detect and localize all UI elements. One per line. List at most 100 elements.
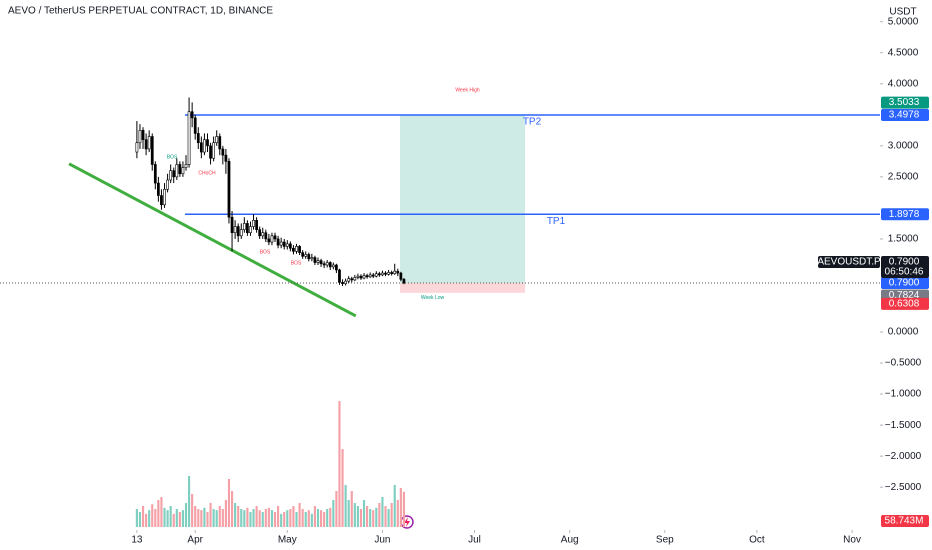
- x-tick-label: May: [278, 535, 297, 546]
- candle-body: [212, 142, 216, 159]
- volume-bar: [399, 488, 402, 527]
- volume-bar: [387, 509, 390, 527]
- candle-body: [282, 241, 286, 247]
- volume-bar: [316, 509, 320, 527]
- candle-body: [292, 247, 295, 252]
- volume-bar: [178, 512, 181, 527]
- candle-body: [347, 278, 351, 282]
- volume-bar: [221, 509, 224, 527]
- candle-body: [319, 260, 323, 265]
- candle-body: [365, 275, 369, 278]
- y-tick-label: 5.0000: [888, 16, 919, 27]
- volume-bar: [157, 500, 160, 527]
- volume-bar: [359, 509, 363, 527]
- level-label: TP1: [547, 216, 566, 227]
- y-tick-label: −2.0000: [885, 451, 922, 462]
- candle-body: [230, 216, 234, 234]
- volume-bar: [243, 510, 246, 527]
- structure-label: CHoCH: [198, 170, 216, 176]
- volume-bar: [209, 503, 212, 527]
- candle-body: [181, 167, 185, 175]
- candle-body: [215, 136, 219, 144]
- candle-body: [304, 254, 308, 257]
- volume-bar: [188, 476, 191, 527]
- x-tick-label: Apr: [187, 535, 203, 546]
- candle-body: [209, 145, 212, 159]
- volume-bar: [341, 449, 344, 527]
- candle-body: [218, 136, 222, 150]
- price-tag-label: 0.7824: [889, 290, 920, 301]
- volume-bar: [191, 494, 194, 527]
- volume-bar: [255, 506, 258, 527]
- candle-body: [331, 264, 335, 268]
- volume-bar: [138, 512, 142, 527]
- candle-body: [378, 273, 381, 276]
- candle-body: [141, 130, 145, 140]
- candle-body: [144, 139, 148, 150]
- candle-body: [261, 232, 265, 237]
- x-tick-label: Aug: [561, 535, 579, 546]
- candle-body: [399, 272, 403, 280]
- volume-bar: [206, 512, 209, 527]
- volume-bar: [246, 507, 249, 527]
- volume-bar: [169, 506, 172, 527]
- candle-body: [227, 161, 231, 218]
- price-tag: [881, 96, 929, 109]
- candle-body: [264, 232, 268, 240]
- structure-label: BOS: [167, 154, 178, 160]
- volume-bar: [326, 509, 329, 527]
- candle-body: [157, 182, 160, 196]
- volume-bar: [319, 510, 323, 527]
- volume-bar: [378, 503, 381, 527]
- volume-bar: [310, 513, 313, 527]
- candle-body: [325, 262, 329, 266]
- volume-bar: [230, 491, 234, 527]
- volume-bar: [372, 510, 375, 527]
- symbol-tag-label: AEVOUSDT.P: [817, 257, 881, 268]
- volume-bar: [289, 509, 292, 527]
- level-label: TP2: [523, 117, 542, 128]
- volume-bar: [280, 513, 283, 527]
- price-tag-label: 3.5033: [889, 97, 920, 108]
- y-tick-label: 4.5000: [888, 47, 919, 58]
- volume-bar: [393, 485, 396, 527]
- week-low-label: Week Low: [421, 295, 445, 301]
- candle-body: [172, 170, 176, 178]
- volume-bar: [353, 503, 356, 527]
- symbol-price-label: 0.7900: [889, 257, 920, 268]
- volume-bar: [267, 507, 270, 527]
- volume-bar: [295, 512, 298, 527]
- volume-bar: [163, 507, 166, 527]
- volume-bar: [154, 509, 157, 527]
- volume-bar: [366, 506, 369, 527]
- volume-bar: [338, 401, 341, 527]
- volume-bar: [258, 510, 261, 527]
- y-tick-label: −0.5000: [885, 358, 922, 369]
- candle-body: [322, 263, 326, 266]
- volume-bar: [381, 497, 384, 527]
- candle-body: [402, 278, 406, 284]
- candle-body: [224, 154, 228, 162]
- candle-body: [338, 269, 341, 283]
- candle-body: [396, 270, 400, 274]
- candle-body: [362, 275, 366, 279]
- symbol-price-tag: [881, 256, 929, 278]
- structure-label: BOS: [260, 249, 271, 255]
- volume-bar: [145, 513, 148, 527]
- price-tag-label: 3.4978: [889, 110, 920, 121]
- volume-bar: [329, 507, 332, 527]
- volume-bar: [240, 509, 243, 527]
- candle-body: [276, 238, 280, 246]
- candle-body: [169, 170, 173, 181]
- x-tick-label: Nov: [843, 535, 861, 546]
- volume-bar: [203, 507, 206, 527]
- y-tick-label: 0.0000: [888, 327, 919, 338]
- candle-body: [153, 164, 157, 184]
- candle-body: [384, 272, 387, 275]
- candle-body: [193, 117, 197, 134]
- price-tag: [881, 208, 929, 221]
- candle-body: [221, 148, 225, 156]
- candle-body: [184, 164, 188, 168]
